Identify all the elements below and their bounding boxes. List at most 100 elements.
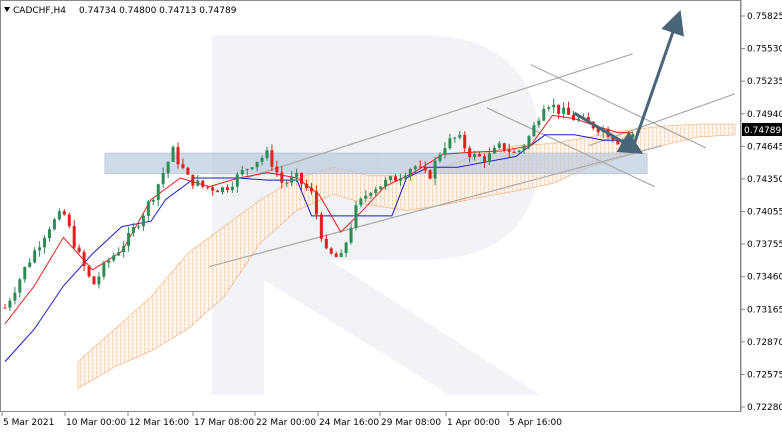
candle-body (309, 188, 313, 192)
x-axis: 5 Mar 2021 10 Mar 00:00 12 Mar 16:00 17 Mar… (1, 412, 562, 428)
candle-body (13, 292, 17, 301)
candle-body (478, 154, 482, 157)
candle-body (463, 134, 467, 149)
candle-body (453, 137, 457, 139)
candle-body (18, 279, 22, 293)
support-zone (104, 152, 648, 175)
candle-body (319, 214, 323, 239)
y-tick-label: 0.72575 (747, 370, 782, 380)
y-tick-label: 0.74055 (747, 208, 782, 218)
candle-body (295, 172, 299, 177)
candle-body (586, 117, 590, 122)
y-axis: 0.75825 0.75530 0.75235 0.74940 0.74645 0.743… (740, 0, 782, 413)
candle-body (270, 150, 274, 167)
candle-body (52, 219, 56, 230)
candle-body (374, 189, 378, 193)
candle-body (364, 195, 368, 199)
triangle-down-icon[interactable] (4, 7, 10, 12)
candle-body (359, 198, 363, 206)
candle-body (369, 192, 373, 196)
x-tick-label: 29 Mar 08:00 (381, 418, 441, 428)
candle-body (384, 180, 388, 187)
candle-body (92, 276, 96, 285)
candle-body (102, 262, 106, 277)
candle-body (43, 238, 47, 248)
candle-body (285, 182, 289, 184)
candle-body (527, 136, 531, 146)
channel-line-3 (486, 107, 655, 188)
candle-body (487, 153, 491, 163)
y-tick-label: 0.74645 (747, 142, 782, 152)
candle-body (576, 118, 580, 121)
candle-body (448, 138, 452, 149)
x-tick-label: 24 Mar 16:00 (319, 418, 379, 428)
candle-body (87, 266, 91, 277)
candle-body (156, 184, 160, 200)
candle-body (379, 186, 383, 190)
current-price-label: 0.74789 (744, 126, 781, 136)
candle-body (305, 183, 309, 189)
y-tick-label: 0.73165 (747, 305, 782, 315)
channel-line-4 (530, 64, 707, 149)
candle-body (290, 176, 294, 183)
candle-body (166, 161, 170, 174)
candle-body (230, 186, 234, 190)
candle-body (127, 232, 131, 247)
y-tick-label: 0.74350 (747, 175, 782, 185)
candle-body (631, 134, 635, 138)
kijun-line (4, 134, 633, 362)
candle-body (428, 170, 432, 179)
candle-body (176, 147, 180, 165)
candle-body (532, 125, 536, 137)
candle-body (547, 107, 551, 109)
candle-body (146, 201, 150, 216)
candle-body (280, 172, 284, 183)
y-tick-label: 0.72280 (747, 403, 782, 413)
candle-body (408, 169, 412, 176)
candle-body (33, 250, 37, 263)
candle-body (38, 247, 42, 251)
candle-body (438, 154, 442, 161)
channel-line-0 (209, 145, 663, 268)
candle-body (473, 154, 477, 158)
x-tick-label: 5 Mar 2021 (3, 418, 54, 428)
channel-line-1 (245, 53, 633, 179)
x-tick-label: 17 Mar 08:00 (194, 418, 254, 428)
y-tick-label: 0.73460 (747, 273, 782, 283)
tenkan-line (4, 114, 633, 325)
candlesticks (3, 98, 635, 312)
candle-body (418, 166, 422, 168)
candle-body (329, 248, 333, 254)
candle-body (413, 166, 417, 170)
candle-body (423, 166, 427, 171)
candle-body (141, 215, 145, 227)
candle-body (240, 169, 244, 175)
candle-body (225, 187, 229, 190)
tenkan-polyline (4, 114, 633, 325)
candle-body (107, 260, 111, 263)
x-tick-label: 5 Apr 16:00 (509, 418, 562, 428)
candle-body (334, 253, 338, 258)
candle-body (260, 157, 264, 162)
candle-body (28, 262, 32, 267)
candle-body (502, 143, 506, 151)
candle-body (512, 151, 516, 153)
support-zone-rect (104, 152, 648, 175)
candle-body (403, 175, 407, 179)
y-tick-label: 0.74940 (747, 110, 782, 120)
x-tick-label: 22 Mar 00:00 (256, 418, 316, 428)
candle-body (216, 190, 220, 193)
candle-body (112, 255, 116, 261)
candle-body (97, 276, 101, 285)
candle-body (611, 137, 615, 141)
candle-body (389, 176, 393, 181)
candle-body (483, 156, 487, 163)
candle-body (211, 187, 215, 191)
candle-body (507, 150, 511, 152)
candle-body (132, 227, 136, 233)
candle-body (47, 229, 51, 239)
candle-body (626, 137, 630, 140)
candle-body (468, 148, 472, 158)
x-tick-label: 10 Mar 00:00 (66, 418, 126, 428)
